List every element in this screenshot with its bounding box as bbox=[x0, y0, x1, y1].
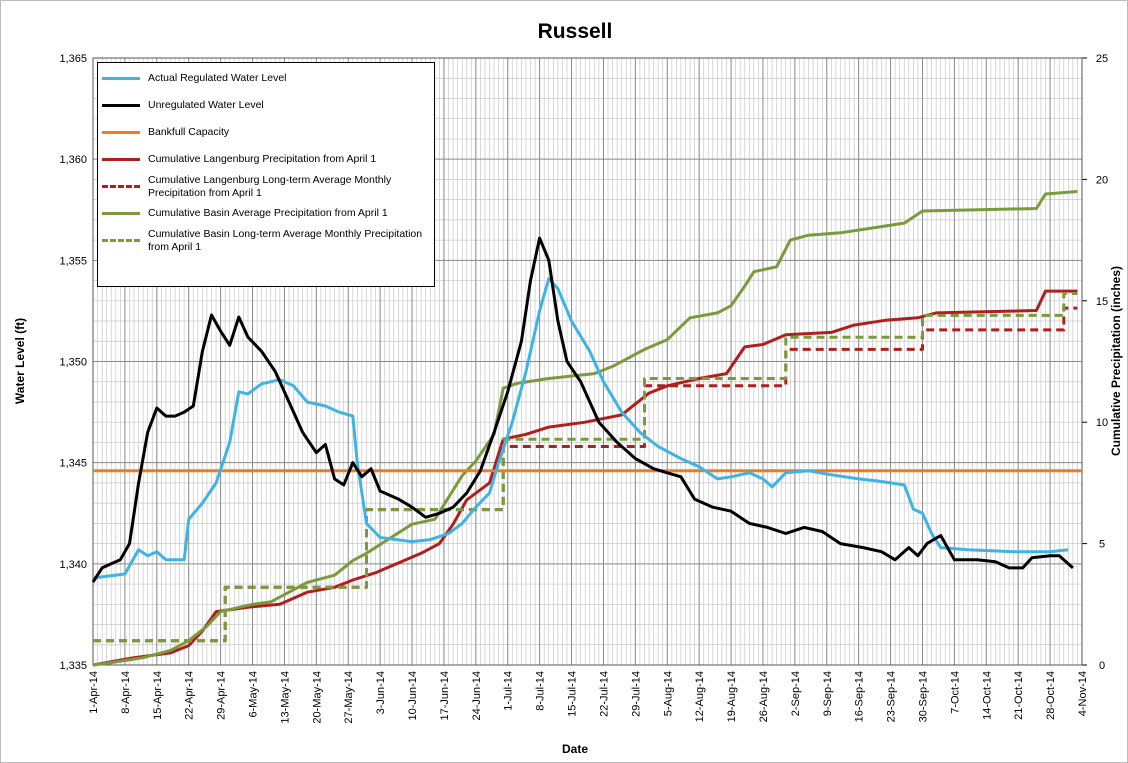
x-tick-label: 16-Sep-14 bbox=[854, 671, 866, 722]
x-tick-label: 4-Nov-14 bbox=[1077, 671, 1089, 716]
x-tick-label: 27-May-14 bbox=[343, 671, 355, 724]
y2-tick-label: 20 bbox=[1096, 174, 1108, 186]
x-tick-label: 7-Oct-14 bbox=[949, 671, 961, 714]
series-line bbox=[92, 277, 1069, 580]
x-tick-label: 15-Apr-14 bbox=[152, 671, 164, 720]
legend-label: Cumulative Langenburg Precipitation from… bbox=[148, 153, 377, 165]
x-tick-label: 24-Jun-14 bbox=[471, 671, 483, 721]
y-tick-label: 1,360 bbox=[59, 154, 87, 166]
x-tick-label: 1-Jul-14 bbox=[503, 671, 515, 711]
x-axis-label: Date bbox=[562, 742, 588, 756]
x-tick-label: 14-Oct-14 bbox=[981, 671, 993, 720]
y2-tick-label: 15 bbox=[1096, 296, 1108, 308]
chart-title: Russell bbox=[538, 20, 613, 43]
x-tick-label: 21-Oct-14 bbox=[1013, 671, 1025, 720]
legend-swatch bbox=[102, 212, 140, 215]
x-tick-label: 9-Sep-14 bbox=[822, 671, 834, 716]
legend-label: Actual Regulated Water Level bbox=[148, 72, 287, 84]
legend-swatch bbox=[102, 131, 140, 134]
legend-label: Unregulated Water Level bbox=[148, 99, 264, 111]
y-tick-label: 1,345 bbox=[59, 458, 87, 470]
x-tick-label: 22-Jul-14 bbox=[598, 671, 610, 717]
y2-tick-label: 5 bbox=[1099, 539, 1105, 551]
series-line bbox=[91, 236, 1074, 583]
x-tick-label: 28-Oct-14 bbox=[1045, 671, 1057, 720]
series-line bbox=[93, 306, 1078, 643]
legend-swatch bbox=[102, 158, 140, 161]
legend-swatch bbox=[102, 77, 140, 80]
y2-tick-label: 25 bbox=[1096, 53, 1108, 65]
legend-entry: Actual Regulated Water Level bbox=[102, 65, 430, 92]
x-tick-label: 8-Apr-14 bbox=[120, 671, 132, 714]
x-tick-label: 10-Jun-14 bbox=[407, 671, 419, 721]
x-tick-label: 29-Apr-14 bbox=[216, 671, 228, 720]
y2-axis-label: Cumulative Precipitation (inches) bbox=[1109, 266, 1123, 456]
legend-swatch bbox=[102, 104, 140, 107]
legend-swatch bbox=[102, 239, 140, 242]
y2-tick-label: 10 bbox=[1096, 417, 1108, 429]
x-tick-label: 19-Aug-14 bbox=[726, 671, 738, 722]
x-tick-label: 29-Jul-14 bbox=[630, 671, 642, 717]
y-tick-label: 1,335 bbox=[59, 660, 87, 672]
x-tick-label: 12-Aug-14 bbox=[694, 671, 706, 722]
plot-border bbox=[92, 57, 1083, 666]
legend-label: Cumulative Langenburg Long-term Average … bbox=[148, 173, 392, 199]
legend-entry: Cumulative Basin Average Precipitation f… bbox=[102, 200, 430, 227]
legend-label: Cumulative Basin Average Precipitation f… bbox=[148, 207, 388, 219]
x-tick-label: 23-Sep-14 bbox=[886, 671, 898, 722]
x-tick-label: 30-Sep-14 bbox=[917, 671, 929, 722]
x-tick-label: 2-Sep-14 bbox=[790, 671, 802, 716]
x-tick-label: 15-Jul-14 bbox=[567, 671, 579, 717]
y-tick-label: 1,355 bbox=[59, 255, 87, 267]
legend-entry: Cumulative Langenburg Long-term Average … bbox=[102, 173, 430, 200]
x-tick-label: 6-May-14 bbox=[248, 671, 260, 717]
legend-entry: Cumulative Basin Long-term Average Month… bbox=[102, 227, 430, 254]
y-tick-label: 1,350 bbox=[59, 357, 87, 369]
series-line bbox=[93, 292, 1078, 643]
x-tick-label: 8-Jul-14 bbox=[535, 671, 547, 711]
series-line bbox=[92, 289, 1078, 667]
plot bbox=[91, 190, 1082, 667]
x-tick-label: 1-Apr-14 bbox=[88, 671, 100, 714]
legend-label: Bankfull Capacity bbox=[148, 126, 230, 138]
y-axis-label: Water Level (ft) bbox=[13, 318, 27, 404]
x-tick-label: 20-May-14 bbox=[311, 671, 323, 724]
legend-entry: Bankfull Capacity bbox=[102, 119, 430, 146]
legend-entry: Unregulated Water Level bbox=[102, 92, 430, 119]
x-tick-label: 5-Aug-14 bbox=[662, 671, 674, 716]
x-tick-label: 22-Apr-14 bbox=[184, 671, 196, 720]
legend-label: Cumulative Basin Long-term Average Month… bbox=[148, 227, 423, 253]
y2-tick-label: 0 bbox=[1099, 660, 1105, 672]
legend-swatch bbox=[102, 185, 140, 188]
y-tick-label: 1,365 bbox=[59, 53, 87, 65]
legend: Actual Regulated Water Level Unregulated … bbox=[97, 62, 435, 287]
x-tick-label: 3-Jun-14 bbox=[375, 671, 387, 714]
x-tick-label: 26-Aug-14 bbox=[758, 671, 770, 722]
x-tick-label: 17-Jun-14 bbox=[439, 671, 451, 721]
x-tick-label: 13-May-14 bbox=[279, 671, 291, 724]
y-tick-label: 1,340 bbox=[59, 559, 87, 571]
legend-entry: Cumulative Langenburg Precipitation from… bbox=[102, 146, 430, 173]
